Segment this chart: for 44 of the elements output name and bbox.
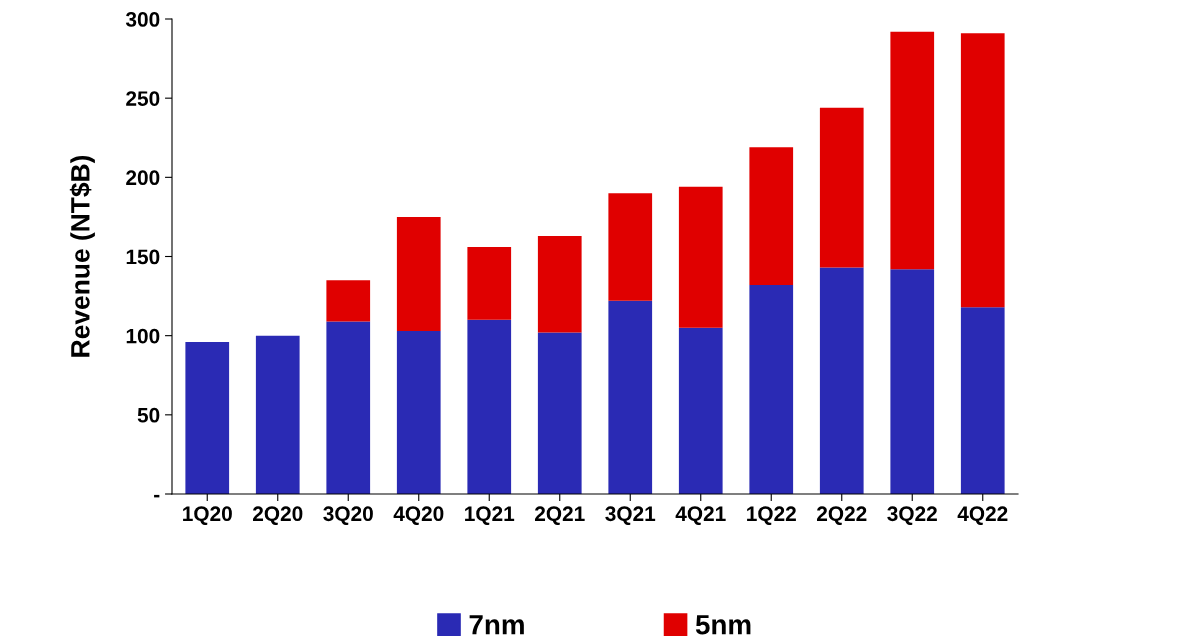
bar: [396, 216, 441, 331]
y-tick-label: 250: [126, 91, 160, 106]
bar: [678, 186, 723, 328]
x-tick-label: 1Q22: [747, 506, 796, 525]
bar: [890, 269, 935, 494]
bar: [537, 332, 582, 494]
bar: [185, 342, 230, 494]
y-tick-label: -: [154, 494, 160, 498]
bar: [396, 330, 441, 494]
x-tick-label: 2Q22: [816, 506, 867, 525]
x-tick-label: 3Q22: [887, 506, 937, 525]
y-tick-label: 50: [137, 407, 160, 423]
bar: [960, 33, 1005, 308]
bar: [255, 335, 300, 494]
bar: [960, 307, 1005, 494]
bar: [819, 107, 864, 268]
bar: [467, 319, 512, 494]
x-tick-label: 3Q21: [605, 506, 656, 525]
x-tick-label: 1Q20: [183, 506, 232, 525]
bar: [819, 267, 864, 494]
x-tick-label: 2Q20: [252, 506, 303, 525]
y-tick-label: 300: [125, 12, 160, 27]
x-tick-label: 4Q20: [393, 506, 444, 525]
x-tick-label: 3Q20: [323, 506, 373, 525]
bar: [749, 285, 794, 494]
x-tick-label: 4Q22: [957, 506, 1008, 525]
bar: [537, 235, 582, 333]
legend-label: 5nm: [695, 615, 751, 635]
bar: [678, 327, 723, 494]
bar: [608, 300, 653, 494]
bar: [326, 280, 371, 322]
bar: [890, 31, 935, 270]
x-tick-label: 1Q21: [465, 506, 515, 525]
y-axis-title: Revenue (NT$B): [69, 155, 95, 357]
x-tick-label: 2Q21: [534, 506, 585, 525]
bar: [326, 321, 371, 494]
bar: [608, 193, 653, 301]
x-tick-label: 4Q21: [675, 506, 726, 525]
y-tick-label: 200: [126, 170, 160, 186]
y-tick-label: 150: [126, 249, 160, 265]
y-tick-label: 100: [126, 328, 160, 344]
bar: [749, 147, 794, 285]
legend-label: 7nm: [469, 615, 524, 635]
bar: [467, 247, 512, 320]
